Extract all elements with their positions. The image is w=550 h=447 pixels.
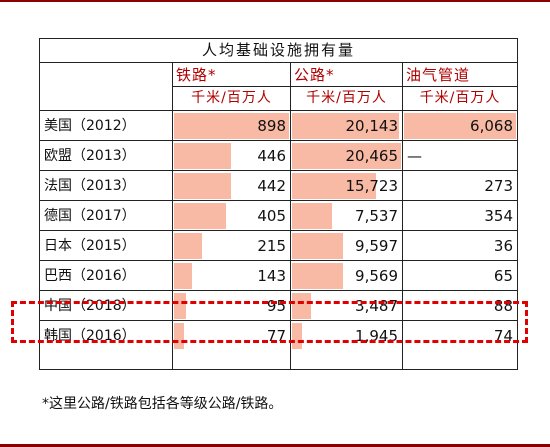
rail-value: 405 xyxy=(257,207,286,225)
divider xyxy=(40,62,517,63)
bottom-border xyxy=(0,444,550,447)
table-title: 人均基础设施拥有量 xyxy=(201,41,355,59)
road-bar xyxy=(292,233,343,259)
row-divider xyxy=(40,320,517,321)
rail-bar xyxy=(174,143,231,169)
unit-header-rail: 千米/百万人 xyxy=(191,90,272,106)
pipe-value: 273 xyxy=(484,177,513,195)
rail-value: 215 xyxy=(257,237,286,255)
rail-value: 442 xyxy=(257,177,286,195)
top-border xyxy=(0,0,550,2)
row-divider xyxy=(40,140,517,141)
divider xyxy=(402,63,403,370)
pipe-bar xyxy=(404,113,516,139)
row-label: 德国（2017） xyxy=(44,208,136,224)
row-divider xyxy=(40,230,517,231)
pipe-value: 6,068 xyxy=(470,117,513,135)
china-highlight-box xyxy=(11,301,528,343)
road-value: 9,597 xyxy=(355,237,398,255)
column-header-road: 公路* xyxy=(294,66,335,84)
road-bar xyxy=(292,173,376,199)
rail-value: 446 xyxy=(257,147,286,165)
rail-bar xyxy=(174,113,289,139)
row-divider xyxy=(40,290,517,291)
rail-value: 898 xyxy=(257,117,286,135)
row-label: 日本（2015） xyxy=(44,238,136,254)
road-bar xyxy=(292,113,399,139)
pipe-value: 36 xyxy=(493,237,513,255)
footnote: *这里公路/铁路包括各等级公路/铁路。 xyxy=(42,396,283,412)
row-label: 法国（2013） xyxy=(44,178,136,194)
row-label: 美国（2012） xyxy=(44,118,136,134)
divider xyxy=(172,86,517,87)
road-value: 20,465 xyxy=(345,147,399,165)
road-bar xyxy=(292,323,302,349)
road-bar xyxy=(292,293,311,319)
divider xyxy=(172,63,173,370)
pipe-value: — xyxy=(407,147,422,165)
road-bar xyxy=(292,203,332,229)
rail-bar xyxy=(174,293,186,319)
road-value: 20,143 xyxy=(345,117,399,135)
unit-header-pipeline: 千米/百万人 xyxy=(419,90,501,106)
infrastructure-table: 人均基础设施拥有量 铁路* 公路* 油气管道 千米/百万人 千米/百万人 千米/… xyxy=(39,38,518,370)
column-header-pipeline: 油气管道 xyxy=(406,66,471,84)
pipe-value: 65 xyxy=(493,267,513,285)
row-label: 欧盟（2013） xyxy=(44,148,136,164)
divider xyxy=(290,63,291,370)
row-divider xyxy=(40,260,517,261)
rail-value: 143 xyxy=(257,267,286,285)
row-divider xyxy=(40,200,517,201)
row-divider xyxy=(40,170,517,171)
rail-bar xyxy=(174,263,192,289)
rail-bar xyxy=(174,203,226,229)
road-value: 7,537 xyxy=(355,207,398,225)
road-bar xyxy=(292,263,343,289)
pipe-value: 354 xyxy=(484,207,513,225)
road-bar xyxy=(292,143,401,169)
unit-header-road: 千米/百万人 xyxy=(306,90,387,106)
rail-bar xyxy=(174,173,231,199)
row-label: 巴西（2016） xyxy=(44,268,136,284)
column-header-rail: 铁路* xyxy=(176,66,217,84)
divider xyxy=(40,110,517,111)
rail-bar xyxy=(174,233,202,259)
road-value: 15,723 xyxy=(345,177,399,195)
rail-bar xyxy=(174,323,184,349)
road-value: 9,569 xyxy=(355,267,398,285)
